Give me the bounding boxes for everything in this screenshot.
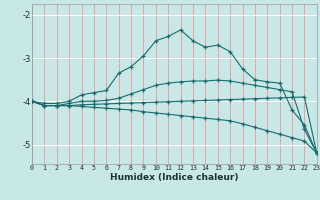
X-axis label: Humidex (Indice chaleur): Humidex (Indice chaleur) — [110, 173, 239, 182]
